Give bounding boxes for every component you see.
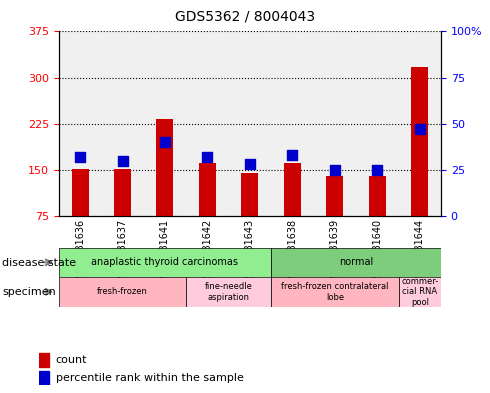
Bar [72, 169, 89, 216]
Bar [411, 66, 428, 216]
Point [331, 167, 339, 173]
Bar [156, 119, 173, 216]
Text: GDS5362 / 8004043: GDS5362 / 8004043 [175, 10, 315, 24]
Text: disease state: disease state [2, 257, 76, 268]
Bar [242, 173, 258, 216]
Text: specimen: specimen [2, 287, 56, 297]
Point [373, 167, 381, 173]
FancyBboxPatch shape [59, 248, 271, 277]
Bar [284, 163, 301, 216]
Bar [114, 169, 131, 216]
Text: fresh-frozen contralateral
lobe: fresh-frozen contralateral lobe [281, 282, 389, 301]
FancyBboxPatch shape [186, 277, 271, 307]
Bar [199, 163, 216, 216]
Point [416, 126, 424, 132]
Text: normal: normal [339, 257, 373, 267]
FancyBboxPatch shape [271, 248, 441, 277]
FancyBboxPatch shape [398, 277, 441, 307]
FancyBboxPatch shape [271, 277, 398, 307]
Bar [326, 176, 343, 216]
Bar [369, 176, 386, 216]
Point [289, 152, 296, 158]
Point [119, 158, 126, 164]
Point [161, 139, 169, 145]
Bar [39, 371, 49, 385]
Text: fresh-frozen: fresh-frozen [97, 287, 148, 296]
Point [246, 161, 254, 167]
Bar [39, 353, 49, 367]
Point [203, 154, 211, 160]
Text: fine-needle
aspiration: fine-needle aspiration [205, 282, 253, 301]
Text: count: count [56, 355, 87, 365]
Text: percentile rank within the sample: percentile rank within the sample [56, 373, 244, 383]
Text: anaplastic thyroid carcinomas: anaplastic thyroid carcinomas [92, 257, 239, 267]
Point [76, 154, 84, 160]
FancyBboxPatch shape [59, 277, 186, 307]
Text: commer-
cial RNA
pool: commer- cial RNA pool [401, 277, 439, 307]
